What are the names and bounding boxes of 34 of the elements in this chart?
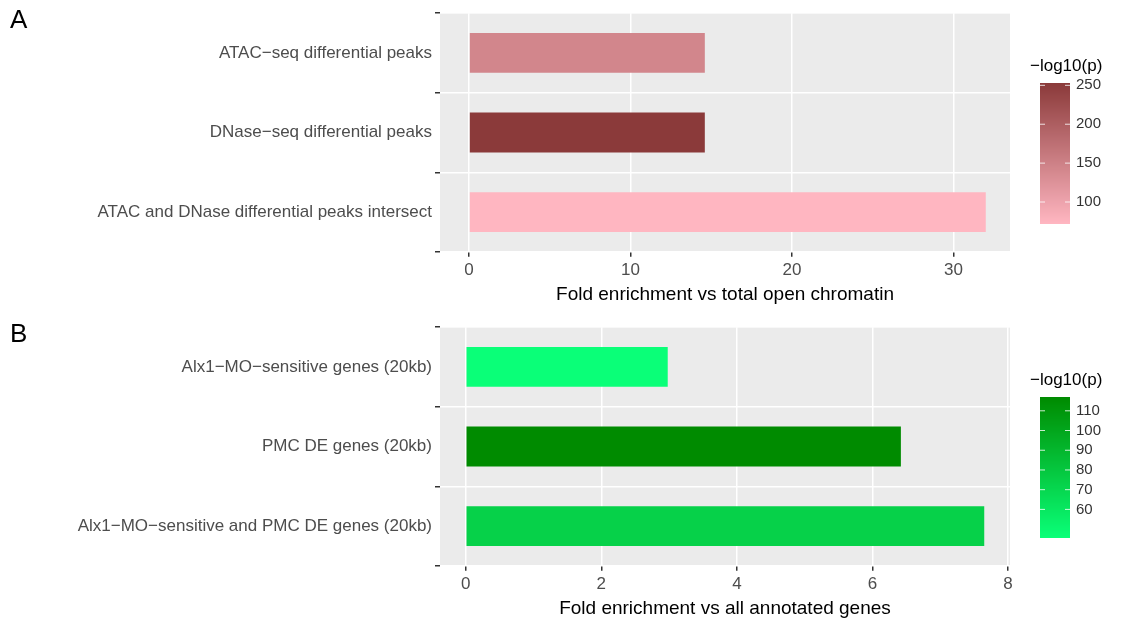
color-bar-title: −log10(p) <box>1030 56 1103 76</box>
y-tick-label: ATAC−seq differential peaks <box>218 42 432 62</box>
x-tick-label: 4 <box>732 573 742 593</box>
x-axis-title: Fold enrichment vs total open chromatin <box>556 282 894 304</box>
color-bar-label: 60 <box>1076 499 1093 517</box>
color-bar-label: 250 <box>1076 75 1102 93</box>
x-tick-label: 10 <box>621 259 640 279</box>
x-tick-label: 30 <box>944 259 963 279</box>
bar <box>466 347 668 387</box>
x-tick-label: 2 <box>596 573 607 593</box>
text: A <box>10 4 28 35</box>
color-bar-title: −log10(p) <box>1030 370 1103 390</box>
x-axis-title: Fold enrichment vs all annotated genes <box>559 596 891 618</box>
x-tick-label: 0 <box>464 259 474 279</box>
color-bar-label: 70 <box>1076 479 1093 497</box>
x-tick-label: 8 <box>1003 573 1013 593</box>
y-tick-label: Alx1−MO−sensitive and PMC DE genes (20kb) <box>77 515 432 535</box>
y-tick-label: PMC DE genes (20kb) <box>261 436 432 456</box>
bar <box>466 506 985 546</box>
color-bar-label: 100 <box>1076 192 1102 210</box>
x-tick-label: 6 <box>867 573 878 593</box>
color-bar-label: 110 <box>1076 400 1100 418</box>
y-tick-label: ATAC and DNase differential peaks intersect <box>97 201 433 221</box>
color-bar-label: 150 <box>1076 153 1102 171</box>
y-tick-label: DNase−seq differential peaks <box>209 122 432 142</box>
color-bar-label: 80 <box>1076 460 1093 478</box>
y-tick-label: Alx1−MO−sensitive genes (20kb) <box>181 356 432 376</box>
color-bar-label: 90 <box>1076 440 1093 458</box>
bar <box>466 426 901 467</box>
color-bar-label: 100 <box>1076 420 1102 438</box>
x-tick-label: 20 <box>782 259 802 279</box>
text: B <box>10 318 28 349</box>
color-bar-label: 200 <box>1076 114 1102 132</box>
x-tick-label: 0 <box>461 573 471 593</box>
